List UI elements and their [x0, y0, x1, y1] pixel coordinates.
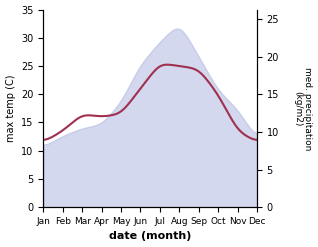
Y-axis label: max temp (C): max temp (C) — [5, 75, 16, 142]
Y-axis label: med. precipitation
(kg/m2): med. precipitation (kg/m2) — [293, 67, 313, 150]
X-axis label: date (month): date (month) — [109, 231, 191, 242]
